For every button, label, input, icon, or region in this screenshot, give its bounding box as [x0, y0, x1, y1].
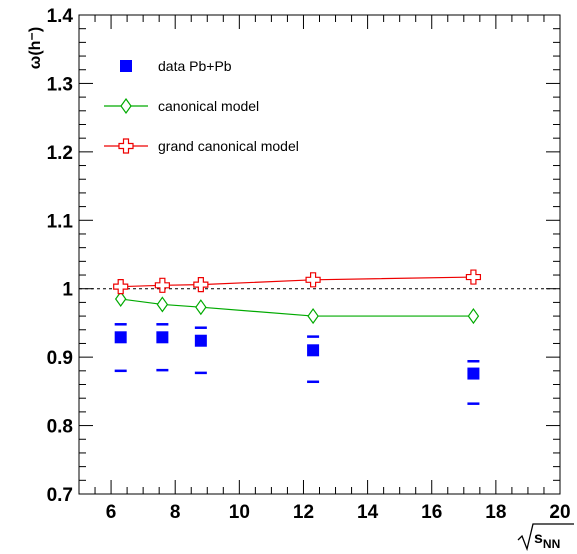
data-point	[194, 334, 207, 347]
legend-item: canonical model	[104, 97, 259, 115]
legend-item: grand canonical model	[104, 138, 299, 154]
x-axis-title: sNN	[517, 523, 574, 552]
data-point	[467, 308, 480, 325]
x-tick-label: 10	[229, 502, 250, 523]
data-point	[156, 296, 169, 313]
axis-ticks: 6 8 10 12 14 16 18 20 0.7 0.8 0.9 1 1.1 1.2 1.3 1.4	[47, 6, 571, 523]
plot-frame	[78, 14, 561, 495]
data-point	[114, 290, 127, 308]
x-tick-label: 18	[485, 502, 506, 523]
series-0	[114, 323, 480, 405]
y-tick-label: 1.4	[47, 6, 74, 27]
series-2	[113, 269, 482, 295]
series-1	[114, 290, 480, 325]
x-axis-title-text: sNN	[534, 530, 560, 551]
series-layer	[113, 269, 482, 405]
radical-sign	[517, 523, 574, 552]
data-point	[113, 279, 129, 295]
data-point	[307, 308, 319, 325]
x-tick-label: 12	[293, 502, 314, 523]
x-tick-label: 6	[106, 502, 117, 523]
axis-titles: ω(h⁻) sNN	[27, 27, 574, 552]
legend-label: grand canonical model	[158, 138, 299, 154]
y-tick-label: 1.3	[47, 74, 73, 95]
legend-label: data Pb+Pb	[158, 58, 232, 74]
series-line	[120, 298, 474, 317]
y-tick-label: 1	[62, 280, 73, 301]
y-tick-label: 0.8	[47, 417, 73, 438]
x-tick-label: 20	[549, 502, 570, 523]
data-point	[156, 331, 169, 344]
legend-marker	[120, 60, 132, 72]
data-point	[154, 277, 170, 293]
data-point	[467, 367, 480, 380]
x-tick-label: 16	[421, 502, 442, 523]
y-axis-title: ω(h⁻)	[27, 27, 44, 69]
data-point	[114, 331, 127, 344]
data-point	[193, 277, 209, 293]
x-tick-label: 8	[170, 502, 181, 523]
data-point	[195, 299, 207, 316]
data-point	[307, 344, 320, 357]
data-point	[305, 272, 321, 288]
data-point	[465, 269, 482, 285]
y-tick-label: 1.1	[47, 211, 74, 232]
legend: data Pb+Pb canonical model grand canonical…	[104, 58, 299, 154]
legend-marker	[120, 97, 132, 115]
legend-item: data Pb+Pb	[120, 58, 232, 74]
y-tick-label: 0.7	[47, 485, 73, 506]
y-tick-label: 0.9	[47, 348, 73, 369]
series-line	[120, 276, 474, 288]
legend-label: canonical model	[158, 98, 259, 114]
legend-marker	[118, 138, 134, 154]
x-tick-label: 14	[357, 502, 379, 523]
y-tick-label: 1.2	[47, 143, 73, 164]
